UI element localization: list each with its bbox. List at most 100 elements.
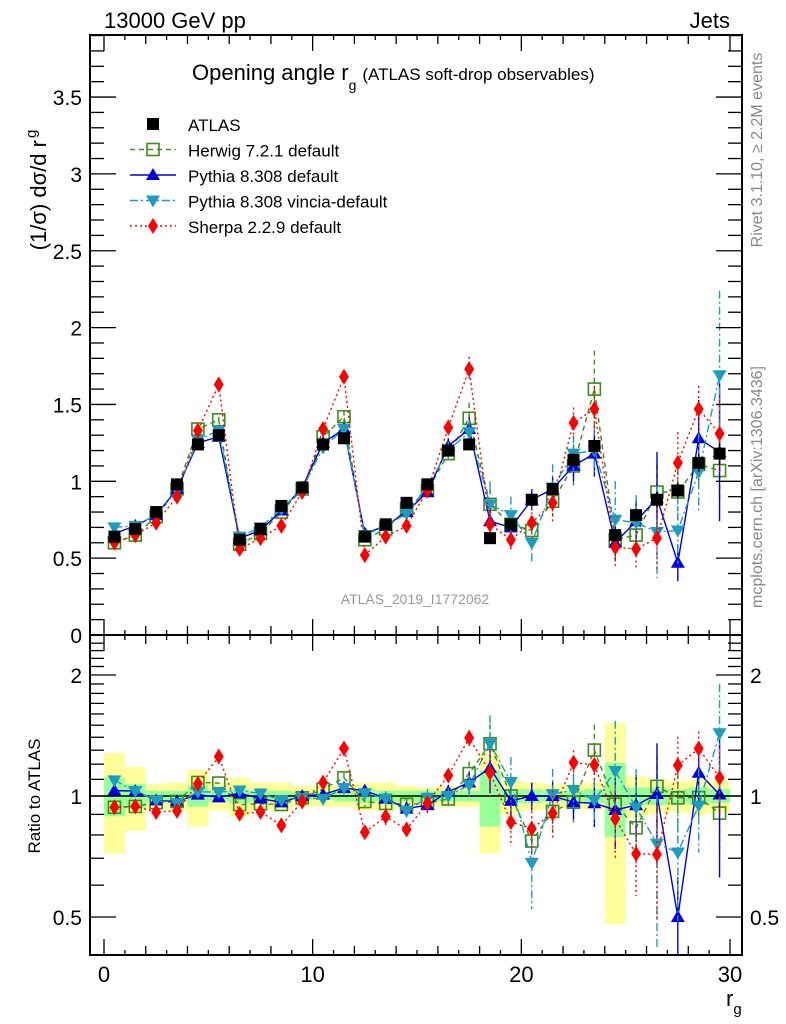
legend: ATLAS Herwig 7.2.1 default Pythia 8.308 de…	[130, 116, 388, 237]
ratio-point	[255, 803, 266, 820]
y-tick-label: 2	[70, 318, 82, 341]
legend-item: Pythia 8.308 vincia-default	[130, 193, 388, 212]
x-axis-label-main: r	[726, 986, 733, 1011]
mcplots-label-text: mcplots.cern.ch [arXiv:1306.3436]	[749, 366, 766, 608]
ratio-tick-label-right: 2	[750, 665, 762, 688]
ratio-axis-label-text: Ratio to ATLAS	[25, 739, 44, 854]
ratio-point	[149, 795, 164, 808]
ratio-point	[587, 795, 602, 808]
rivet-label-text: Rivet 3.1.10, ≥ 2.2M events	[749, 53, 766, 248]
x-axis-label-sub: g	[733, 1001, 741, 1018]
ratio-point	[610, 810, 621, 827]
data-point	[400, 496, 413, 509]
ratio-point	[109, 799, 120, 816]
data-point	[172, 488, 183, 505]
legend-item: Herwig 7.2.1 default	[130, 142, 339, 161]
legend-marker	[146, 142, 160, 157]
data-point	[399, 508, 414, 521]
ratio-point	[631, 845, 642, 862]
ratio-point	[318, 774, 329, 791]
ratio-point	[443, 767, 454, 784]
ratio-tick-label-left: 1	[70, 786, 82, 809]
ratio-point	[336, 783, 351, 796]
y-tick-label: 3	[70, 164, 82, 187]
ratio-point	[380, 808, 391, 825]
data-point	[650, 493, 663, 506]
ratio-point	[401, 821, 412, 838]
legend-label: Herwig 7.2.1 default	[188, 142, 339, 161]
data-point	[401, 517, 412, 534]
ratio-tick-label-left: 0.5	[53, 907, 82, 930]
ratio-point	[691, 800, 706, 813]
legend-label: Pythia 8.308 default	[188, 167, 339, 186]
x-tick-label: 30	[718, 962, 742, 987]
data-point	[171, 478, 184, 491]
data-point	[609, 529, 622, 542]
data-point	[129, 522, 142, 535]
axes: 0 10 20 30 0 0.5 1 1.5 2 2.5 3 3.5 0.5 0.5 1 1 2 2	[53, 34, 779, 987]
ratio-point	[483, 738, 498, 751]
analysis-watermark: ATLAS_2019_I1772062	[341, 591, 490, 607]
ratio-tick-label-right: 0.5	[750, 907, 779, 930]
chart-title-main: Opening angle r	[192, 60, 349, 85]
ratio-series-sherpa-2-2-9-default	[109, 729, 725, 922]
data-point	[379, 518, 392, 531]
data-point	[588, 439, 601, 452]
y-tick-label: 1.5	[53, 394, 82, 417]
legend-marker	[148, 218, 158, 234]
data-point	[608, 514, 623, 527]
ratio-point	[192, 775, 203, 792]
data-point	[442, 444, 455, 457]
legend-label: Sherpa 2.2.9 default	[188, 218, 341, 237]
ratio-point	[151, 803, 162, 820]
ratio-point	[568, 754, 579, 771]
ratio-point	[232, 785, 247, 798]
ratio-point	[651, 846, 662, 863]
series-line	[114, 368, 721, 557]
ratio-point	[524, 789, 539, 801]
series-sherpa-2-2-9-default	[109, 356, 725, 569]
ratio-tick-label-left: 2	[70, 665, 82, 688]
data-point	[587, 382, 602, 396]
data-point	[526, 514, 537, 531]
data-point	[712, 370, 727, 383]
ratio-point	[608, 766, 623, 779]
ratio-line	[114, 736, 721, 856]
data-point	[212, 429, 225, 442]
legend-item: Sherpa 2.2.9 default	[130, 218, 341, 237]
svg-text:(1/σ) dσ/d rg: (1/σ) dσ/d r g	[23, 130, 51, 251]
data-point	[317, 438, 330, 451]
data-point	[233, 533, 246, 546]
legend-marker	[146, 168, 160, 180]
data-point	[504, 518, 517, 531]
ratio-frame	[89, 634, 743, 956]
ratio-point	[399, 805, 414, 818]
data-point	[338, 368, 349, 385]
ratio-point	[107, 775, 122, 788]
ratio-point	[714, 769, 725, 786]
data-point	[296, 481, 309, 494]
ratio-point	[566, 784, 581, 797]
ratio-point	[524, 857, 539, 870]
legend-label: ATLAS	[188, 116, 241, 135]
data-point	[380, 528, 391, 545]
data-point	[485, 516, 496, 533]
ratio-point	[316, 793, 331, 806]
ratio-point	[693, 740, 704, 757]
ratio-point	[672, 757, 683, 774]
chart-title-suffix: (ATLAS soft-drop observables)	[362, 65, 594, 84]
ratio-point	[359, 824, 370, 841]
ratio-point	[649, 838, 664, 851]
data-point	[464, 361, 475, 378]
data-point	[567, 453, 580, 466]
series-line	[114, 375, 721, 545]
data-point	[191, 438, 204, 451]
x-tick-label: 10	[300, 962, 324, 987]
ratio-point	[589, 756, 600, 773]
ratio-point	[274, 795, 289, 808]
ratio-point	[547, 805, 558, 822]
ratio-point	[276, 817, 287, 834]
data-point	[213, 376, 224, 393]
y-tick-label: 3.5	[53, 87, 82, 110]
ratio-point	[107, 783, 122, 796]
